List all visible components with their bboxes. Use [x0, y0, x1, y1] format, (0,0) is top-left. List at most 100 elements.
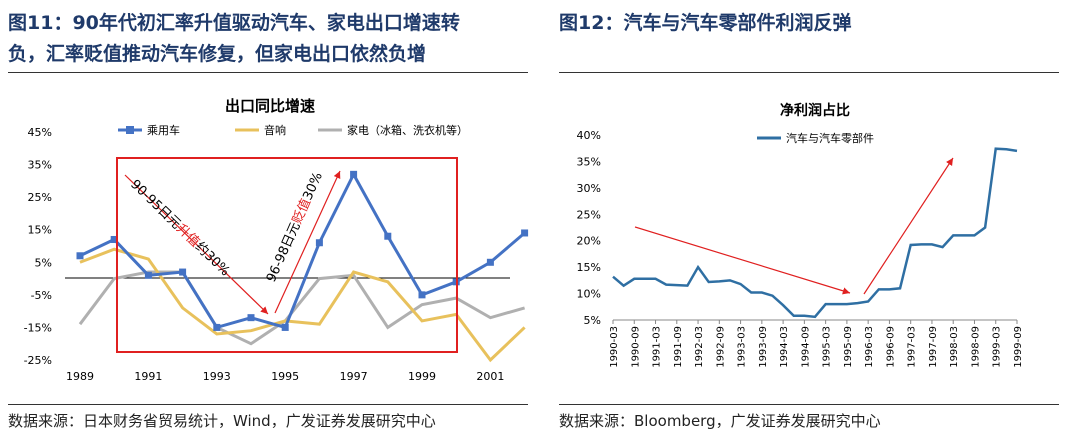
left-x-tick-label: 1997	[340, 370, 368, 383]
decline-arrow	[634, 226, 851, 295]
right-x-tick-label: 1994-09	[800, 326, 811, 368]
figure-11-title-line2: 负，汇率贬值推动汽车修复，但家电出口依然负增	[8, 43, 427, 65]
left-x-tick-label: 1989	[66, 370, 94, 383]
right-x-tick-label: 1995-03	[822, 326, 833, 368]
legend-label: 乘用车	[147, 123, 180, 137]
right-x-tick-label: 1994-03	[779, 326, 790, 368]
depreciation-annotation-prefix: 96-98日元	[264, 220, 304, 284]
right-x-tick-label: 1993-03	[737, 326, 748, 368]
series-line-auto-parts	[612, 147, 1018, 319]
right-x-tick-label: 1990-09	[630, 326, 641, 368]
appreciation-annotation-suffix: 约30%	[192, 239, 233, 279]
figure-12-title: 图12：汽车与汽车零部件利润反弹	[559, 12, 852, 34]
left-chart-series	[76, 170, 529, 363]
passenger-car-marker	[144, 271, 152, 279]
left-figure-panel: 图11：90年代初汇率升值驱动汽车、家电出口增速转 负，汇率贬值推动汽车修复，但…	[0, 0, 530, 441]
right-x-tick-label: 1992-09	[715, 326, 726, 368]
right-x-tick-label: 1999-03	[992, 326, 1003, 368]
left-chart-legend: 乘用车 音响 家电（冰箱、洗衣机等）	[118, 123, 468, 137]
legend-label: 家电（冰箱、洗衣机等）	[347, 123, 468, 137]
appreciation-annotation-prefix: 90-95日元	[127, 177, 183, 232]
right-x-axis: 1990-03 1990-09 1991-03 1991-09 1992-03 1992-…	[609, 319, 1024, 368]
left-y-tick-label: 35%	[28, 159, 52, 172]
left-chart-title: 出口同比增速	[225, 97, 315, 115]
passenger-car-marker	[350, 170, 358, 178]
passenger-car-marker	[213, 323, 221, 331]
left-x-tick-label: 2001	[476, 370, 504, 383]
left-y-tick-label: 5%	[35, 256, 52, 269]
right-chart-series	[612, 147, 1018, 319]
passenger-car-marker	[281, 323, 289, 331]
passenger-car-marker	[486, 258, 494, 266]
right-y-tick-label: 30%	[577, 182, 601, 195]
series-line-audio	[79, 247, 526, 363]
right-y-tick-label: 40%	[577, 129, 601, 142]
left-y-tick-label: 15%	[28, 224, 52, 237]
depreciation-arrow	[274, 170, 341, 314]
right-x-tick-label: 1995-09	[843, 326, 854, 368]
left-x-tick-label: 1995	[271, 370, 299, 383]
left-chart: 出口同比增速 乘用车 音响 家电（冰箱、洗衣机等） 45% 35% 25% 15% 5% -5…	[24, 97, 529, 383]
left-x-axis: 1989 1991 1993 1995 1997 1999 2001	[66, 370, 504, 383]
left-y-tick-label: -25%	[24, 354, 52, 367]
figure-12-source: 数据来源：Bloomberg，广发证券发展研究中心	[559, 412, 881, 430]
figure-11-top-rule	[8, 72, 528, 73]
legend-label: 汽车与汽车零部件	[786, 131, 874, 145]
passenger-car-marker	[179, 268, 187, 276]
passenger-car-marker	[76, 252, 84, 260]
figure-11-title-line1: 图11：90年代初汇率升值驱动汽车、家电出口增速转	[8, 12, 460, 34]
highlight-box	[116, 157, 458, 353]
right-chart-title: 净利润占比	[780, 102, 850, 119]
depreciation-annotation: 96-98日元贬值30%	[263, 170, 326, 285]
left-x-tick-label: 1991	[134, 370, 162, 383]
right-chart-legend: 汽车与汽车零部件	[757, 131, 874, 145]
left-y-tick-label: 45%	[28, 126, 52, 139]
right-x-tick-label: 1990-03	[609, 326, 620, 368]
right-x-tick-label: 1997-03	[907, 326, 918, 368]
right-x-tick-label: 1998-09	[970, 326, 981, 368]
figure-11-bottom-rule	[8, 404, 528, 405]
passenger-car-marker	[418, 291, 426, 299]
depreciation-annotation-suffix: 30%	[300, 170, 325, 203]
appreciation-annotation: 90-95日元升值约30%	[127, 176, 233, 279]
right-x-tick-label: 1997-09	[928, 326, 939, 368]
right-x-tick-label: 1996-09	[885, 326, 896, 368]
right-y-tick-label: 25%	[577, 208, 601, 221]
right-x-tick-label: 1992-03	[694, 326, 705, 368]
right-y-axis: 40% 35% 30% 25% 20% 15% 10% 5%	[577, 129, 601, 327]
passenger-car-marker	[247, 314, 255, 322]
right-y-tick-label: 5%	[584, 314, 601, 327]
rebound-arrow	[863, 157, 954, 295]
figure-12-top-rule	[559, 72, 1059, 73]
left-y-tick-label: 25%	[28, 191, 52, 204]
passenger-car-marker	[521, 229, 529, 237]
right-y-tick-label: 10%	[577, 288, 601, 301]
left-y-axis: 45% 35% 25% 15% 5% -5% -15% -25%	[24, 126, 52, 367]
appreciation-arrow	[124, 174, 269, 315]
passenger-car-marker	[315, 239, 323, 247]
legend-marker	[126, 126, 134, 134]
passenger-car-marker	[110, 235, 118, 243]
right-y-tick-label: 20%	[577, 235, 601, 248]
series-line-passenger-car	[79, 171, 526, 330]
right-x-tick-label: 1991-03	[652, 326, 663, 368]
right-y-tick-label: 35%	[577, 155, 601, 168]
figure-11-source: 数据来源：日本财务省贸易统计，Wind，广发证券发展研究中心	[8, 412, 436, 430]
right-x-tick-label: 1993-09	[758, 326, 769, 368]
left-x-tick-label: 1999	[408, 370, 436, 383]
figure-11-title: 图11：90年代初汇率升值驱动汽车、家电出口增速转 负，汇率贬值推动汽车修复，但…	[8, 8, 528, 70]
passenger-car-marker	[384, 232, 392, 240]
left-x-tick-label: 1993	[203, 370, 231, 383]
series-line-appliance	[78, 270, 526, 346]
figure-12-bottom-rule	[559, 404, 1059, 405]
legend-label: 音响	[264, 123, 286, 137]
right-x-tick-label: 1998-03	[949, 326, 960, 368]
right-x-tick-label: 1999-09	[1013, 326, 1024, 368]
left-y-tick-label: -15%	[24, 321, 52, 334]
left-y-tick-label: -5%	[31, 289, 52, 302]
right-y-tick-label: 15%	[577, 261, 601, 274]
right-x-tick-label: 1991-09	[673, 326, 684, 368]
right-figure-panel: 图12：汽车与汽车零部件利润反弹 净利润占比 汽车与汽车零部件 40% 35% 30…	[555, 0, 1060, 441]
right-x-tick-label: 1996-03	[864, 326, 875, 368]
right-chart: 净利润占比 汽车与汽车零部件 40% 35% 30% 25% 20% 15% 10% 5% 1…	[577, 102, 1024, 368]
